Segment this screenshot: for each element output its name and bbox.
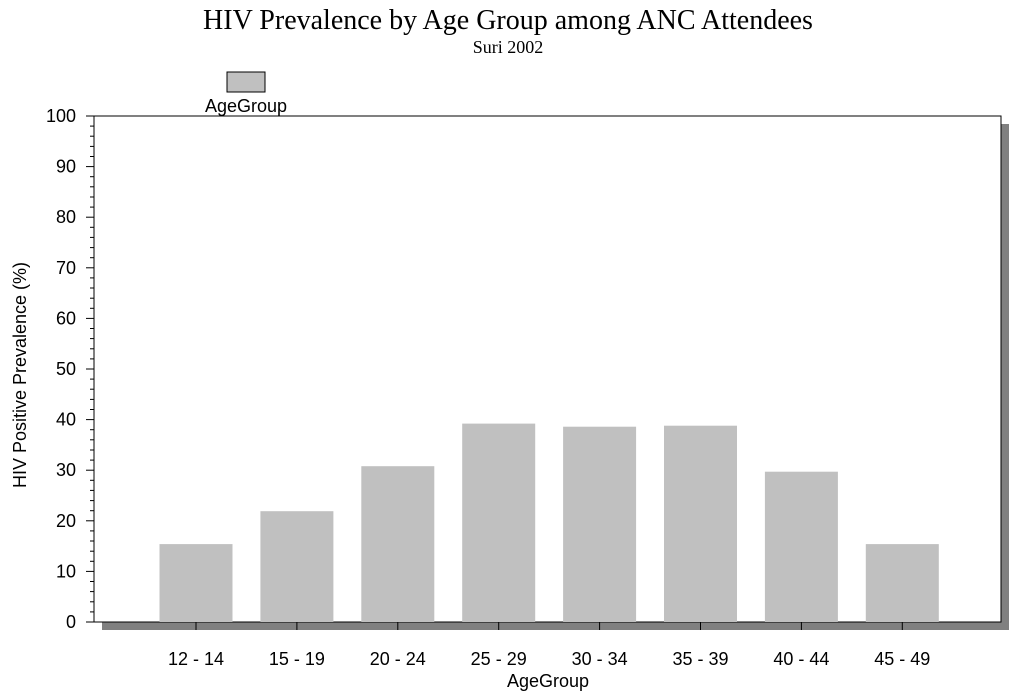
- x-tick-label: 15 - 19: [269, 649, 325, 669]
- x-tick-label: 40 - 44: [773, 649, 829, 669]
- bar-1: [260, 511, 334, 622]
- chart-subtitle: Suri 2002: [473, 37, 544, 57]
- chart-title: HIV Prevalence by Age Group among ANC At…: [203, 5, 813, 36]
- bar-7: [865, 544, 939, 622]
- bar-5: [664, 425, 737, 622]
- bar-4: [563, 426, 637, 622]
- legend-swatch: [226, 71, 266, 93]
- bar-3: [462, 423, 536, 622]
- x-tick-label: 35 - 39: [672, 649, 728, 669]
- y-tick-label: 80: [56, 207, 76, 227]
- bar-2: [361, 466, 435, 622]
- y-tick-label: 30: [56, 460, 76, 480]
- y-tick-label: 10: [56, 561, 76, 581]
- y-tick-label: 50: [56, 359, 76, 379]
- plot-area: [93, 115, 1002, 623]
- x-tick-label: 45 - 49: [874, 649, 930, 669]
- y-axis: 0 10 20 30 40 50 60 70 80 90 100: [46, 106, 94, 632]
- y-axis-label: HIV Positive Prevalence (%): [10, 262, 30, 488]
- y-tick-label: 70: [56, 258, 76, 278]
- x-axis: 12 - 14 15 - 19 20 - 24 25 - 29 30 - 34 35 - …: [168, 622, 930, 669]
- y-tick-label: 60: [56, 308, 76, 328]
- x-tick-label: 20 - 24: [370, 649, 426, 669]
- x-tick-label: 30 - 34: [572, 649, 628, 669]
- x-tick-label: 12 - 14: [168, 649, 224, 669]
- y-tick-label: 90: [56, 157, 76, 177]
- bar-0: [159, 544, 233, 622]
- bar-6: [764, 471, 838, 622]
- legend: AgeGroup: [205, 71, 287, 116]
- y-tick-label: 20: [56, 511, 76, 531]
- y-tick-label: 100: [46, 106, 76, 126]
- legend-label: AgeGroup: [205, 96, 287, 116]
- x-tick-label: 25 - 29: [471, 649, 527, 669]
- y-tick-label: 0: [66, 612, 76, 632]
- bars-group: [159, 423, 939, 622]
- y-tick-label: 40: [56, 410, 76, 430]
- x-axis-label: AgeGroup: [507, 671, 589, 691]
